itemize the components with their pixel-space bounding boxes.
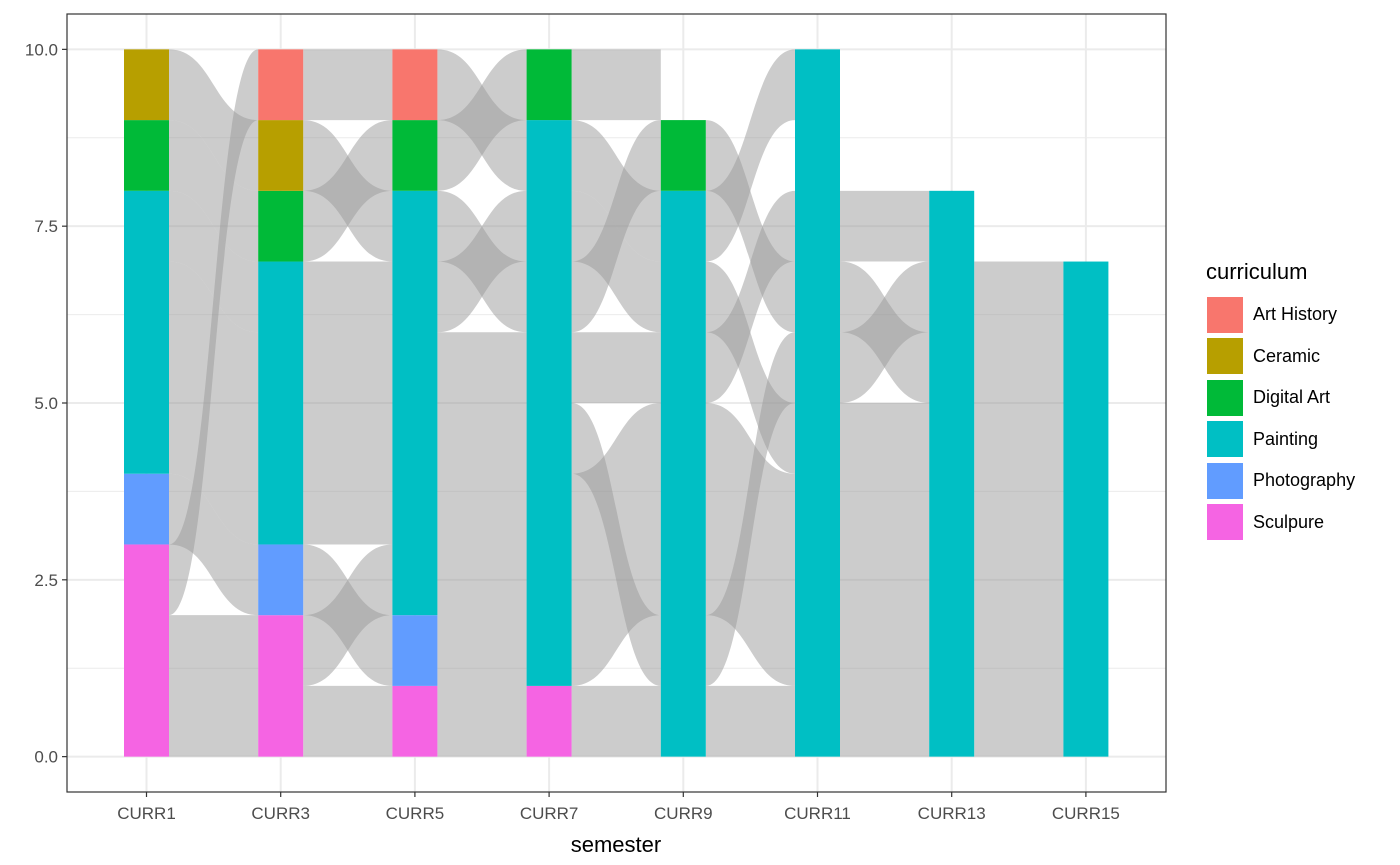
flow-band [169,615,259,757]
legend-key-swatch [1206,420,1244,459]
legend-item: Digital Art [1206,377,1355,419]
x-tick-label: CURR5 [386,804,445,823]
x-tick-label: CURR3 [251,804,310,823]
stratum-bar [392,190,438,616]
legend-key-swatch [1206,337,1244,376]
flow-band [303,49,393,121]
legend-label: Photography [1253,470,1356,491]
stratum-bar [526,120,572,686]
legend-label: Painting [1253,428,1319,449]
flow-band [169,49,259,191]
flow-band [303,544,393,686]
y-tick-label: 10.0 [25,40,58,59]
x-tick-label: CURR13 [918,804,986,823]
legend-item: Photography [1206,460,1355,502]
legend-item: Sculpure [1206,502,1355,544]
flow-band [840,261,930,403]
stratum-bar [526,685,572,757]
x-tick-label: CURR7 [520,804,579,823]
x-tick-label: CURR15 [1052,804,1120,823]
stratum-bar [660,190,706,757]
stratum-bar [1063,261,1109,757]
legend-label: Ceramic [1253,345,1321,366]
stratum-bar [124,190,169,474]
flow-band [169,261,259,545]
flow-band [437,49,527,191]
stratum-bar [526,49,572,121]
flow-band [705,190,795,403]
stratum-bar [258,49,304,121]
flow-band [437,190,527,333]
strata [124,49,1109,757]
flow-band [705,261,795,474]
flow-band [705,403,795,686]
x-tick-label: CURR11 [784,804,851,823]
x-tick-label: CURR9 [654,804,713,823]
flow-band [705,685,795,757]
legend-label: Sculpure [1253,511,1325,532]
stratum-bar [258,615,304,757]
stratum-bar [258,190,304,262]
flow-band [705,49,795,262]
flow-band [571,190,661,333]
stratum-bar [124,473,169,545]
y-tick-label: 7.5 [34,217,58,236]
legend-label: Digital Art [1253,387,1331,408]
stratum-bar [795,49,840,757]
stratum-bar [258,544,304,616]
axis-ticks: 0.0 2.5 5.0 7.5 10.0 CURR1 CURR3 CURR5 CURR7 CURR… [25,40,1120,823]
flow-band [303,685,393,757]
flow-band [303,120,393,262]
stratum-bar [660,120,706,191]
flow-band [571,403,661,686]
stratum-bar [392,685,438,757]
y-tick-label: 5.0 [34,394,58,413]
flow-band [974,261,1064,757]
flow-band [437,332,527,757]
y-tick-label: 0.0 [34,748,58,767]
flow-band [571,685,661,757]
legend-key-swatch [1206,295,1244,334]
stratum-bar [929,190,975,757]
stratum-bar [124,544,169,757]
legend: curriculum Art History Ceramic Digital Art… [1206,258,1355,543]
flow-band [571,332,661,403]
flow-band [571,120,661,262]
stratum-bar [392,120,438,191]
flow-band [705,120,795,333]
x-tick-label: CURR1 [117,804,176,823]
legend-key-swatch [1206,461,1244,500]
legend-title: curriculum [1206,259,1308,284]
legend-items: Art History Ceramic Digital Art Painting Pho… [1206,294,1355,543]
stratum-bar [124,49,169,121]
legend-item: Art History [1206,294,1355,336]
stratum-bar [392,49,438,121]
flow-band [169,190,259,333]
legend-label: Art History [1253,304,1338,325]
stratum-bar [124,120,169,191]
x-axis-title: semester [571,832,661,857]
flows [169,49,1064,757]
flow-band [571,49,661,121]
legend-item: Painting [1206,419,1355,461]
flow-band [840,190,930,262]
stratum-bar [258,120,304,191]
legend-key-swatch [1206,503,1244,542]
flow-band [169,473,259,616]
y-tick-label: 2.5 [34,571,58,590]
legend-key-swatch [1206,378,1244,417]
flow-band [303,261,393,545]
legend-item: Ceramic [1206,336,1355,378]
flow-band [169,120,259,262]
stratum-bar [392,615,438,686]
stratum-bar [258,261,304,545]
flow-band [840,403,930,757]
